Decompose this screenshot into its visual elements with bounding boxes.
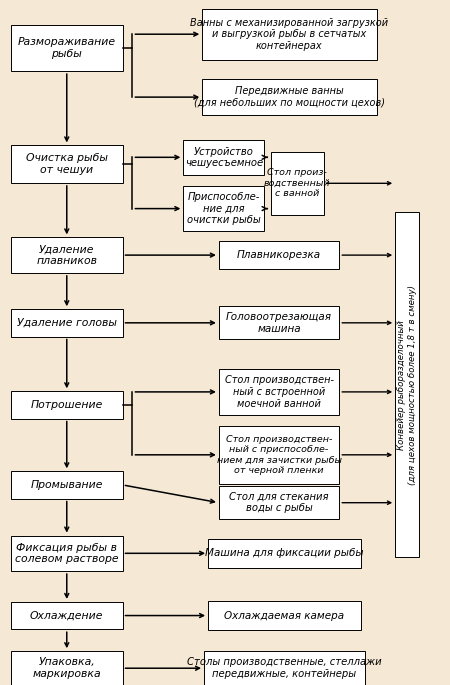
- FancyBboxPatch shape: [11, 536, 122, 571]
- Text: Ванны с механизированной загрузкой
и выгрузкой рыбы в сетчатых
контейнерах: Ванны с механизированной загрузкой и выг…: [190, 18, 388, 51]
- FancyBboxPatch shape: [11, 145, 122, 183]
- Text: Охлаждаемая камера: Охлаждаемая камера: [225, 610, 345, 621]
- FancyBboxPatch shape: [204, 651, 365, 685]
- Text: Машина для фиксации рыбы: Машина для фиксации рыбы: [205, 548, 364, 558]
- Text: Головоотрезающая
машина: Головоотрезающая машина: [226, 312, 332, 334]
- FancyBboxPatch shape: [183, 186, 264, 231]
- Text: Приспособле-
ние для
очистки рыбы: Приспособле- ние для очистки рыбы: [187, 192, 261, 225]
- Text: Стол произ-
водственный
с ванной: Стол произ- водственный с ванной: [264, 169, 330, 198]
- Text: Упаковка,
маркировка: Упаковка, маркировка: [32, 658, 101, 679]
- Text: Конвейер рыборазделочный
(для цехов мощностью более 1,8 т в смену): Конвейер рыборазделочный (для цехов мощн…: [397, 285, 417, 485]
- FancyBboxPatch shape: [219, 426, 339, 484]
- FancyBboxPatch shape: [11, 391, 122, 419]
- Text: Очистка рыбы
от чешуи: Очистка рыбы от чешуи: [26, 153, 108, 175]
- Text: Стол производствен-
ный с приспособле-
нием для зачистки рыбы
от черной пленки: Стол производствен- ный с приспособле- н…: [216, 435, 342, 475]
- FancyBboxPatch shape: [219, 306, 339, 339]
- FancyBboxPatch shape: [11, 602, 122, 630]
- Text: Столы производственные, стеллажи
передвижные, контейнеры: Столы производственные, стеллажи передви…: [187, 658, 382, 679]
- Text: Размораживание
рыбы: Размораживание рыбы: [18, 37, 116, 59]
- FancyBboxPatch shape: [219, 486, 339, 519]
- Text: Промывание: Промывание: [31, 480, 103, 490]
- Text: Плавникорезка: Плавникорезка: [237, 250, 321, 260]
- FancyBboxPatch shape: [208, 539, 361, 568]
- FancyBboxPatch shape: [219, 240, 339, 269]
- FancyBboxPatch shape: [11, 651, 122, 685]
- FancyBboxPatch shape: [208, 601, 361, 630]
- FancyBboxPatch shape: [11, 471, 122, 499]
- FancyBboxPatch shape: [11, 25, 122, 71]
- FancyBboxPatch shape: [202, 79, 377, 115]
- Text: Передвижные ванны
(для небольших по мощности цехов): Передвижные ванны (для небольших по мощн…: [194, 86, 385, 108]
- FancyBboxPatch shape: [202, 9, 377, 60]
- FancyBboxPatch shape: [395, 212, 419, 558]
- Text: Стол производствен-
ный с встроенной
моечной ванной: Стол производствен- ный с встроенной мое…: [225, 375, 333, 408]
- FancyBboxPatch shape: [183, 140, 264, 175]
- Text: Стол для стекания
воды с рыбы: Стол для стекания воды с рыбы: [230, 492, 329, 514]
- Text: Фиксация рыбы в
солевом растворе: Фиксация рыбы в солевом растворе: [15, 543, 119, 564]
- FancyBboxPatch shape: [11, 237, 122, 273]
- FancyBboxPatch shape: [270, 152, 324, 215]
- Text: Охлаждение: Охлаждение: [30, 610, 104, 621]
- Text: Потрошение: Потрошение: [31, 400, 103, 410]
- FancyBboxPatch shape: [11, 309, 122, 336]
- FancyBboxPatch shape: [219, 369, 339, 415]
- Text: Удаление
плавников: Удаление плавников: [36, 245, 97, 266]
- Text: Удаление головы: Удаление головы: [17, 318, 117, 328]
- Text: Устройство
чешуесъемное: Устройство чешуесъемное: [184, 147, 263, 168]
